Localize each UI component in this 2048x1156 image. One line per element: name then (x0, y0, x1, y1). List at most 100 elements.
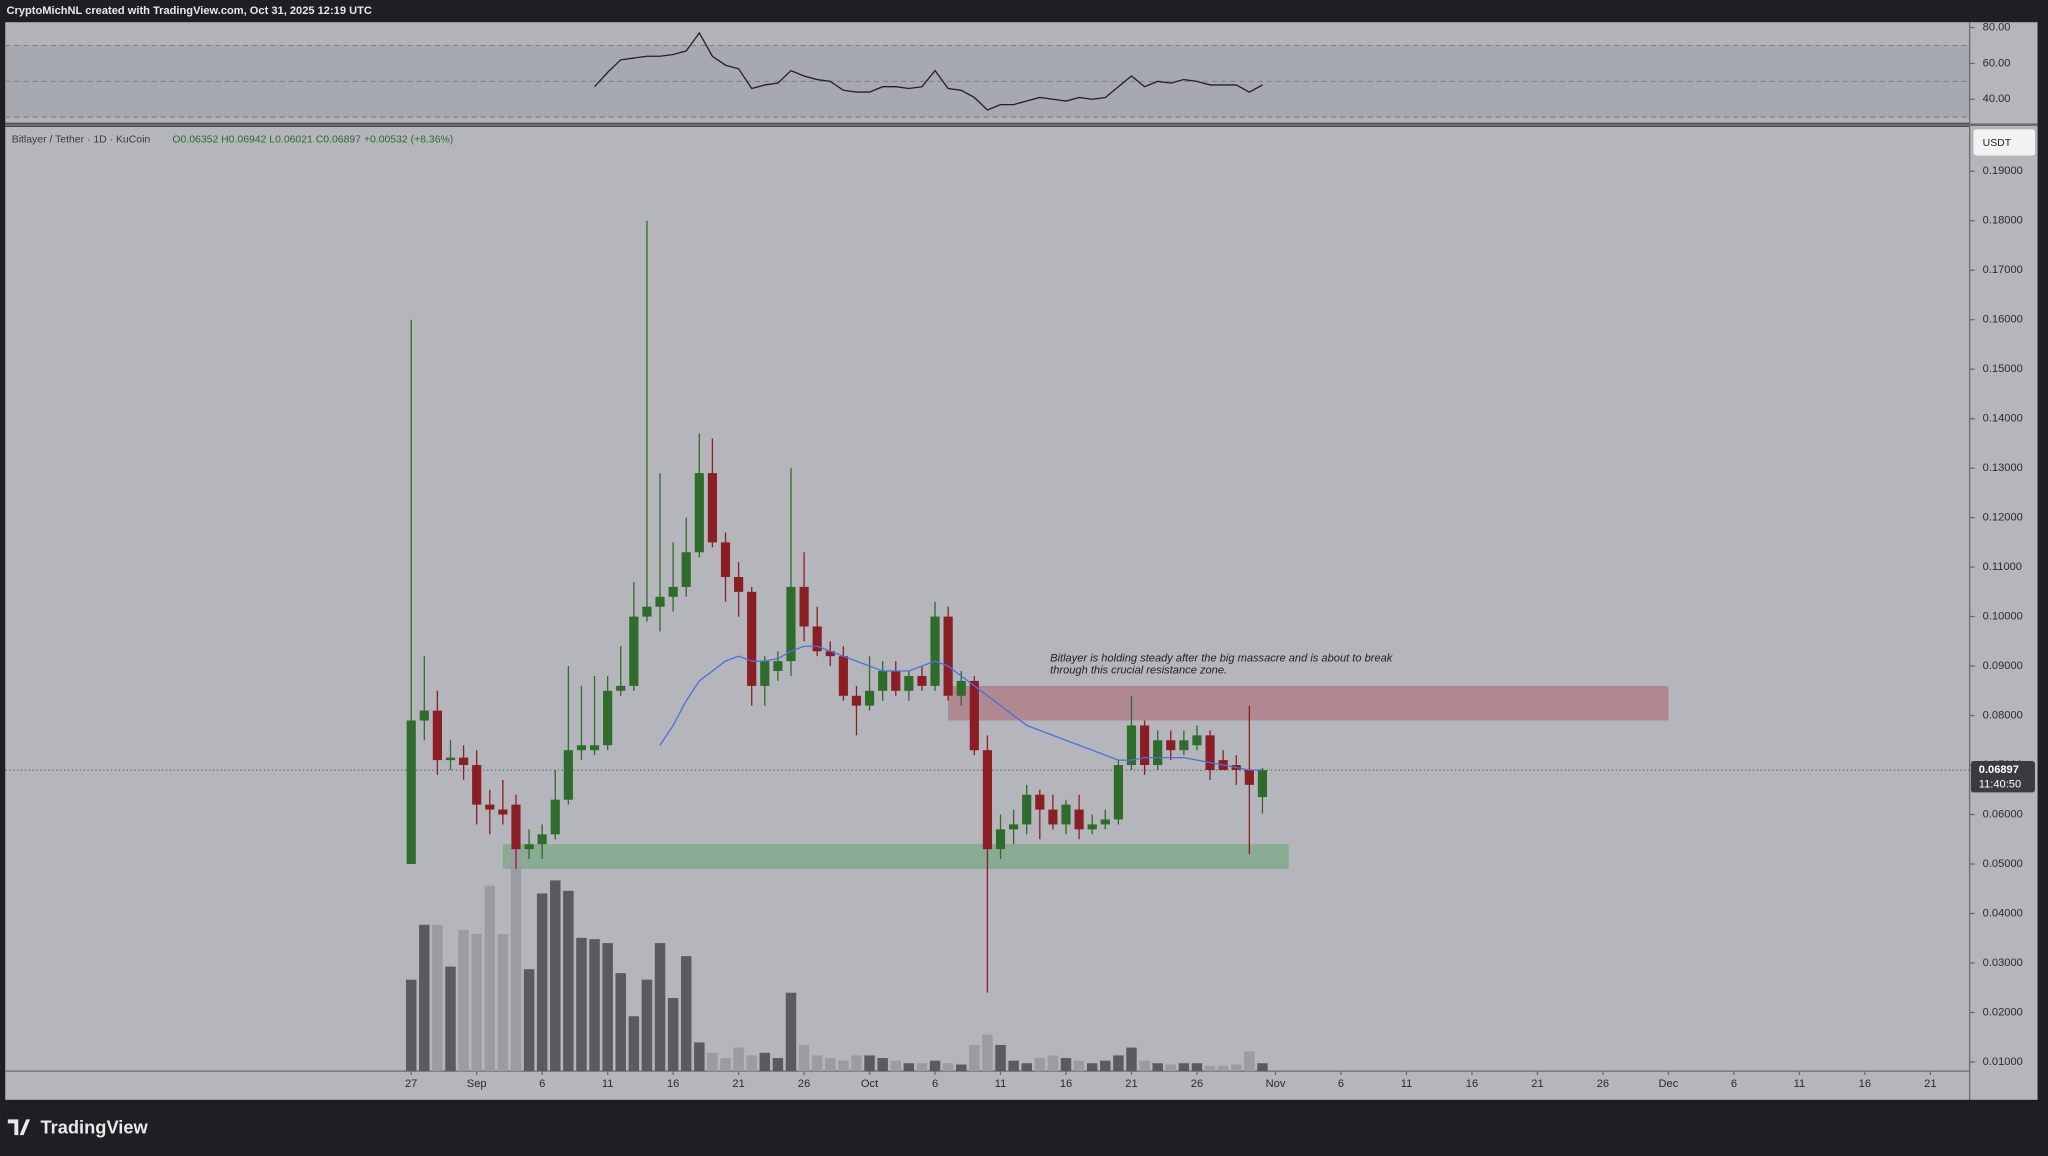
candle-body (1205, 735, 1215, 770)
candle-body (511, 804, 521, 850)
candle-body (851, 695, 862, 706)
candle-body (707, 473, 717, 543)
volume-bar (1047, 1055, 1059, 1072)
volume-bar (916, 1063, 928, 1072)
volume-bar (497, 933, 509, 1072)
annotation: through this crucial resistance zone. (1050, 665, 1227, 677)
candle-body (524, 844, 534, 850)
volume-bar (550, 880, 561, 1072)
symbol: Bitlayer / Tether · 1D · KuCoin (12, 135, 151, 146)
volume-bar (811, 1055, 823, 1072)
volume-bar (746, 1055, 757, 1072)
y-tick-label: 0.03000 (1983, 957, 2023, 969)
x-tick-label: 6 (539, 1078, 545, 1090)
volume-bar (1231, 1064, 1242, 1072)
x-tick-label: 6 (1731, 1078, 1737, 1090)
y-tick-label: 0.13000 (1983, 462, 2023, 474)
volume-bar (1021, 1063, 1032, 1072)
volume-bar (1100, 1060, 1111, 1072)
candle-body (720, 542, 731, 578)
candle-body (1035, 794, 1045, 810)
x-tick-label: 11 (1401, 1078, 1413, 1090)
volume-bar (982, 1034, 993, 1072)
y-tick-label: 0.17000 (1983, 264, 2023, 276)
volume-bar (1244, 1051, 1255, 1072)
candle-body (419, 710, 429, 721)
currency-button[interactable] (1973, 129, 2035, 156)
volume-bar (510, 849, 522, 1072)
date-axis (5, 1071, 1970, 1100)
candle-body (1257, 770, 1268, 798)
candle-body (982, 750, 993, 850)
logo-text: TradingView (40, 1116, 148, 1137)
candle-body (589, 745, 600, 751)
volume-bar (969, 1044, 980, 1072)
last-price-box (1970, 760, 2035, 793)
countdown: 11:40:50 (1979, 778, 2021, 790)
volume-bar (458, 930, 469, 1072)
volume-bar (720, 1058, 731, 1072)
x-tick-label: 11 (995, 1078, 1007, 1090)
volume-bar (654, 943, 666, 1072)
candle-body (1100, 819, 1110, 825)
volume-bar (1257, 1063, 1268, 1072)
y-tick-label: 0.06000 (1983, 808, 2023, 820)
volume-bar (733, 1047, 744, 1072)
x-tick-label: 21 (1531, 1078, 1543, 1090)
volume-bar (1086, 1063, 1098, 1072)
candle-body (668, 586, 678, 597)
y-tick-label: 0.19000 (1983, 165, 2023, 177)
volume-bar (641, 979, 653, 1072)
candle-body (1113, 765, 1123, 820)
y-tick-label: 0.02000 (1983, 1006, 2023, 1018)
candle-body (1087, 824, 1097, 830)
candle-body (812, 626, 822, 652)
volume-bar (825, 1058, 836, 1072)
candle-body (878, 671, 888, 691)
y-tick-label: 0.14000 (1983, 413, 2023, 425)
y-tick-label: 0.16000 (1983, 314, 2023, 326)
candle-body (681, 552, 691, 587)
x-tick-label: 27 (405, 1078, 417, 1090)
candle-body (603, 690, 613, 746)
candle-body (891, 671, 901, 691)
volume-bar (1152, 1063, 1163, 1072)
volume-bar (890, 1060, 901, 1072)
candle-body (432, 710, 442, 761)
volume-bar (589, 939, 600, 1072)
x-tick-label: 6 (1338, 1078, 1344, 1090)
x-tick-label: 21 (1924, 1078, 1936, 1090)
y-tick-label: 0.10000 (1983, 611, 2023, 623)
candle-body (825, 651, 835, 657)
candle-body (917, 675, 927, 686)
zone (948, 685, 1669, 721)
candle-body (904, 675, 914, 691)
volume-bar (680, 956, 692, 1072)
currency[interactable]: USDT (1983, 138, 2012, 149)
candle-body (930, 616, 940, 686)
volume-bar (1139, 1060, 1150, 1072)
candle-body (773, 661, 783, 672)
volume-bar (851, 1055, 862, 1072)
y-tick-label: 80.00 (1983, 22, 2011, 34)
volume-bar (942, 1063, 954, 1072)
x-tick-label: Nov (1266, 1078, 1286, 1090)
x-tick-label: 26 (1597, 1078, 1609, 1090)
candle-body (747, 591, 757, 686)
volume-bar (445, 966, 456, 1072)
volume-bar (432, 924, 443, 1072)
candle-body (943, 616, 953, 696)
y-tick-label: 0.04000 (1983, 907, 2023, 919)
candle-body (1153, 740, 1163, 766)
volume-bar (694, 1042, 705, 1072)
volume-bar (1126, 1047, 1137, 1072)
y-tick-label: 0.11000 (1983, 561, 2022, 573)
volume-bar (1060, 1058, 1072, 1072)
candle-body (563, 750, 573, 800)
x-tick-label: 16 (1466, 1078, 1478, 1090)
volume-bar (563, 890, 574, 1072)
x-tick-label: 21 (732, 1078, 744, 1090)
y-tick-label: 40.00 (1983, 93, 2011, 105)
volume-bar (536, 893, 548, 1072)
volume-bar (1178, 1063, 1190, 1072)
